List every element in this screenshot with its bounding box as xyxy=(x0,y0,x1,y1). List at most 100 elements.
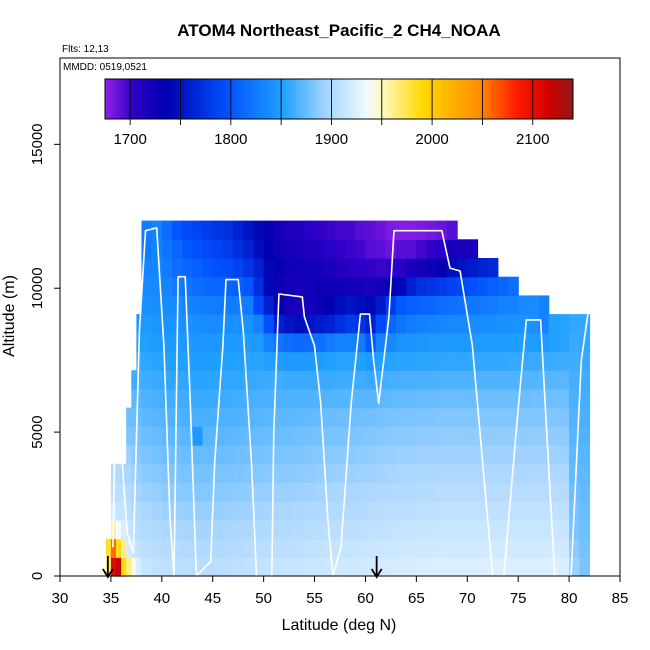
x-tick-label: 50 xyxy=(255,590,272,607)
x-tick-label: 60 xyxy=(357,590,374,607)
heatmap-cell xyxy=(365,295,377,315)
heatmap-cell xyxy=(467,276,479,296)
x-tick-label: 30 xyxy=(52,590,69,607)
heatmap-cell xyxy=(212,388,224,409)
heatmap-cell xyxy=(436,501,448,521)
heatmap-cell xyxy=(426,482,438,502)
heatmap-cell xyxy=(172,426,183,446)
heatmap-cell xyxy=(426,557,438,577)
heatmap-cell xyxy=(243,538,255,558)
heatmap-cell xyxy=(497,557,509,577)
heatmap-cell xyxy=(233,445,244,465)
heatmap-cell xyxy=(426,295,438,315)
heatmap-cell xyxy=(365,388,377,409)
heatmap-cell xyxy=(192,295,204,315)
heatmap-cell xyxy=(273,258,285,278)
y-axis: 0 5000 10000 15000 xyxy=(29,123,60,580)
heatmap-cell xyxy=(548,388,560,409)
chart-title: ATOM4 Northeast_Pacific_2 CH4_NOAA xyxy=(177,21,500,40)
heatmap-cell xyxy=(284,351,295,371)
heatmap-cell xyxy=(548,501,560,521)
heatmap-cell xyxy=(345,463,356,484)
heatmap-cell xyxy=(365,220,377,240)
heatmap-cell xyxy=(233,388,244,409)
heatmap-cell xyxy=(426,519,438,540)
heatmap-cell xyxy=(314,501,326,521)
heatmap-cell xyxy=(487,445,499,465)
heatmap-cell xyxy=(446,295,458,315)
heatmap-cell xyxy=(273,370,285,390)
heatmap-cell xyxy=(233,239,244,259)
heatmap-cell xyxy=(375,445,387,465)
heatmap-cell xyxy=(426,332,438,353)
heatmap-cell xyxy=(518,351,529,371)
heatmap-cell xyxy=(406,538,417,558)
heatmap-cell xyxy=(263,258,275,278)
heatmap-cell xyxy=(446,445,458,465)
heatmap-cell xyxy=(446,314,458,334)
heatmap-cell xyxy=(528,332,540,353)
heatmap-cell xyxy=(569,407,580,427)
x-tick-label: 75 xyxy=(510,590,527,607)
heatmap-cell xyxy=(161,276,173,296)
heatmap-cell xyxy=(273,426,285,446)
heatmap-cell xyxy=(365,445,377,465)
heatmap-cell xyxy=(355,501,367,521)
heatmap-cell xyxy=(334,426,346,446)
colorbar-tick-label: 2000 xyxy=(415,131,448,148)
heatmap-cell xyxy=(446,351,458,371)
heatmap-cell xyxy=(477,407,489,427)
heatmap-cell xyxy=(294,407,305,427)
heatmap-cell xyxy=(233,426,244,446)
heatmap-cell xyxy=(263,239,275,259)
heatmap-cell xyxy=(222,258,234,278)
heatmap-cell xyxy=(457,557,468,577)
heatmap-cell xyxy=(304,538,316,558)
heatmap-cell xyxy=(487,276,499,296)
heatmap-cell xyxy=(304,426,316,446)
heatmap-cell xyxy=(243,519,255,540)
heatmap-cell xyxy=(345,239,356,259)
heatmap-cell xyxy=(151,519,163,540)
heatmap-cell xyxy=(518,445,529,465)
heatmap-cell xyxy=(467,482,479,502)
heatmap-cell xyxy=(182,295,193,315)
heatmap-cell xyxy=(151,314,163,334)
heatmap-cell xyxy=(355,463,367,484)
heatmap-cell xyxy=(406,557,417,577)
heatmap-cell xyxy=(202,501,214,521)
heatmap-cell xyxy=(406,445,417,465)
heatmap-cell xyxy=(558,388,570,409)
heatmap-cell xyxy=(334,258,346,278)
heatmap-cell xyxy=(172,557,183,577)
heatmap-cell xyxy=(182,519,193,540)
heatmap-cell xyxy=(558,351,570,371)
heatmap-cell xyxy=(324,557,336,577)
heatmap-cell xyxy=(477,445,489,465)
heatmap-cell xyxy=(528,463,540,484)
heatmap-cell xyxy=(508,519,519,540)
heatmap-cell xyxy=(192,220,204,240)
heatmap-cell xyxy=(355,332,367,353)
heatmap-cell xyxy=(304,332,316,353)
heatmap-cell xyxy=(436,295,448,315)
heatmap-cell xyxy=(538,426,550,446)
heatmap-cell xyxy=(569,314,580,334)
heatmap-cell xyxy=(314,295,326,315)
heatmap-cell xyxy=(436,557,448,577)
heatmap-cell xyxy=(518,557,529,577)
heatmap-cell xyxy=(579,388,591,409)
arrow-head xyxy=(102,568,114,579)
heatmap-cell xyxy=(324,332,336,353)
heatmap-cell xyxy=(172,239,183,259)
heatmap-cell xyxy=(334,295,346,315)
heatmap-cell xyxy=(477,538,489,558)
heatmap-cell xyxy=(233,557,244,577)
heatmap-cell xyxy=(284,538,295,558)
heatmap-cell xyxy=(426,538,438,558)
heatmap-cell xyxy=(253,276,265,296)
heatmap-cell xyxy=(365,463,377,484)
heatmap-cell xyxy=(355,314,367,334)
x-tick-label: 45 xyxy=(204,590,221,607)
heatmap-cell xyxy=(518,407,529,427)
